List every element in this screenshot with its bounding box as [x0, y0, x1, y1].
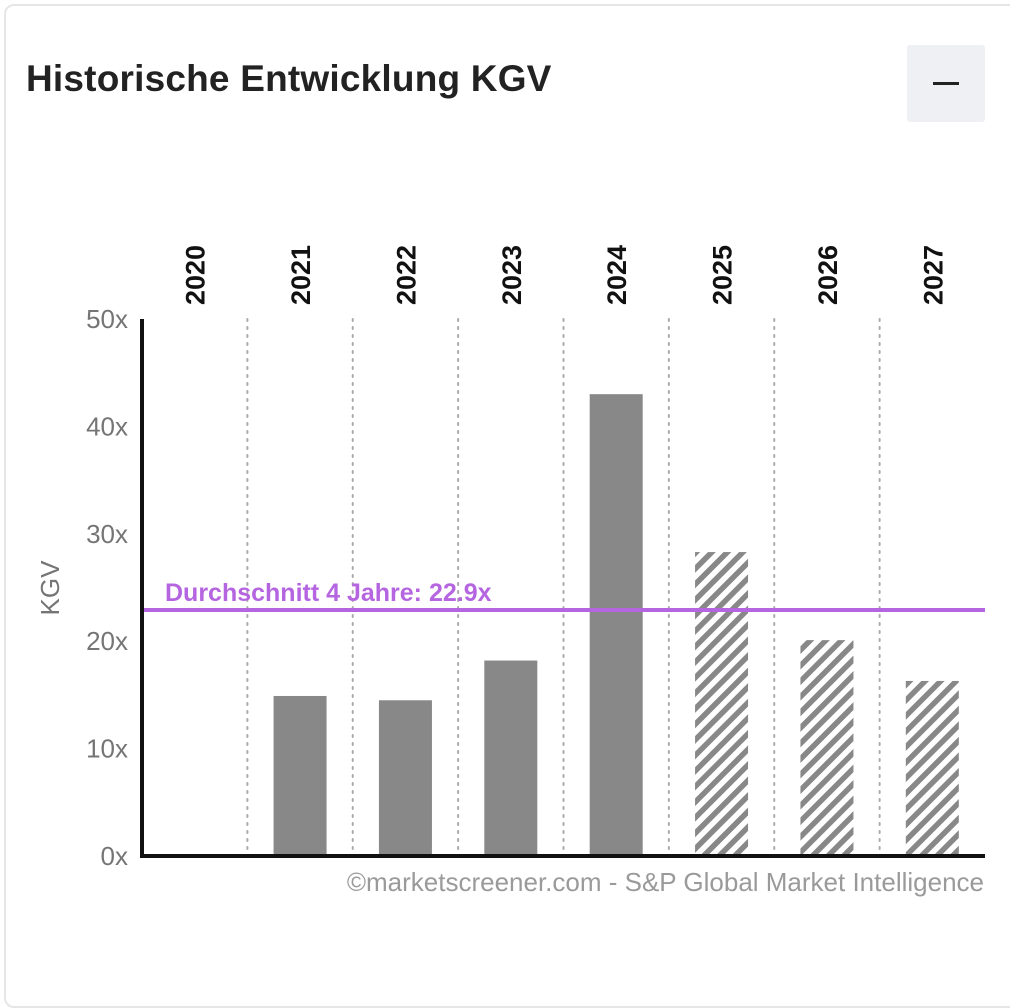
bar-estimate-2025	[695, 552, 749, 856]
x-tick-label: 2026	[813, 245, 843, 305]
bar-2022	[378, 700, 432, 856]
x-tick-label: 2022	[391, 245, 421, 305]
y-tick-label: 30x	[86, 519, 128, 549]
y-tick-label: 50x	[86, 304, 128, 334]
y-tick-label: 40x	[86, 411, 128, 441]
collapse-button[interactable]	[907, 45, 985, 122]
bar-estimate-2026	[800, 640, 854, 856]
average-label: Durchschnitt 4 Jahre: 22.9x	[165, 579, 492, 607]
kgv-bar-chart: Durchschnitt 4 Jahre: 22.9x 0x 10x 20x 30x 4…	[35, 245, 985, 871]
bar-2021	[273, 695, 327, 856]
x-tick-label: 2025	[708, 245, 738, 305]
x-tick-label: 2021	[286, 245, 316, 305]
bar-2023	[484, 660, 538, 856]
y-tick-label: 20x	[86, 626, 128, 656]
x-tick-label: 2020	[181, 245, 211, 305]
x-tick-label: 2024	[602, 245, 632, 305]
y-tick-label: 0x	[101, 841, 128, 871]
y-tick-label: 10x	[86, 734, 128, 764]
chart-title: Historische Entwicklung KGV	[26, 58, 552, 99]
bar-estimate-2027	[905, 680, 959, 856]
minus-icon	[933, 82, 959, 85]
y-axis-label: KGV	[35, 560, 65, 616]
bar-2024	[589, 394, 643, 856]
x-tick-label: 2027	[918, 245, 948, 305]
x-tick-label: 2023	[497, 245, 527, 305]
source-credit: ©marketscreener.com - S&P Global Market …	[346, 867, 984, 897]
